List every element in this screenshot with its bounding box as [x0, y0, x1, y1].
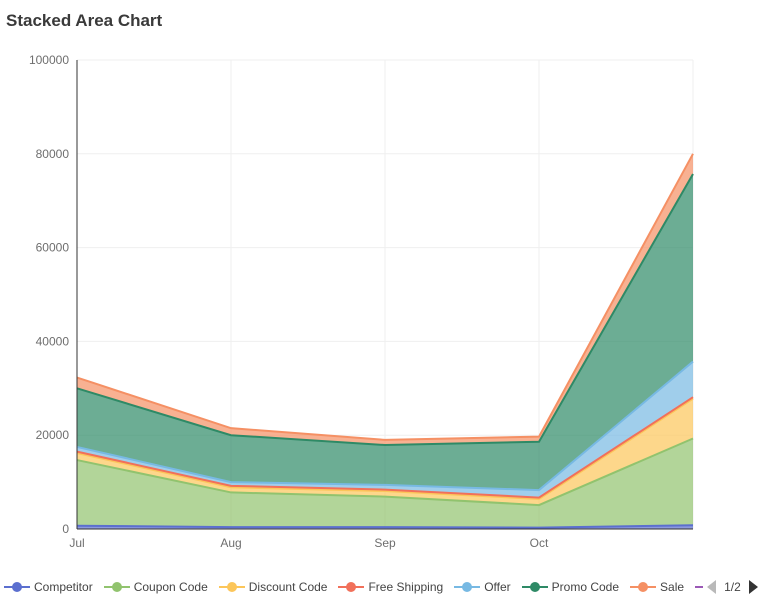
- legend-marker-icon: [521, 582, 548, 592]
- legend-marker-icon: [630, 582, 657, 592]
- legend-label: Discount Code: [248, 580, 328, 594]
- chart-title: Stacked Area Chart: [6, 11, 163, 30]
- legend-hidden-marker-icon: [695, 586, 704, 588]
- legend-label: Free Shipping: [368, 580, 444, 594]
- legend-next-page-icon[interactable]: [748, 580, 758, 594]
- x-tick-label: Jul: [69, 536, 84, 550]
- y-tick-label: 20000: [36, 428, 70, 442]
- y-tick-label: 80000: [36, 147, 70, 161]
- legend-marker-icon: [4, 582, 30, 592]
- legend-page-indicator: 1/2: [724, 580, 741, 594]
- legend-item-discount-code[interactable]: Discount Code: [218, 580, 328, 594]
- area-promo-code: [77, 173, 693, 491]
- x-tick-label: Oct: [530, 536, 549, 550]
- legend-marker-icon: [218, 582, 245, 592]
- legend-item-sale[interactable]: Sale: [630, 580, 684, 594]
- line-discount-code: [76, 397, 694, 500]
- x-tick-label: Sep: [374, 536, 396, 550]
- y-tick-label: 100000: [29, 53, 69, 67]
- chart-legend: Competitor Coupon Code Discount Code Free S…: [4, 577, 758, 597]
- line-offer: [76, 360, 694, 492]
- y-tick-label: 60000: [36, 241, 70, 255]
- legend-prev-page-icon[interactable]: [707, 580, 717, 594]
- legend-label: Competitor: [34, 580, 93, 594]
- legend-item-promo-code[interactable]: Promo Code: [521, 580, 620, 594]
- legend-marker-icon: [454, 582, 481, 592]
- legend-marker-icon: [338, 582, 365, 592]
- axes: 0 20000 40000 60000 80000 100000 Jul Aug Sep Oct: [29, 53, 693, 550]
- series-lines: [76, 153, 694, 529]
- line-sale: [76, 153, 694, 441]
- legend-label: Coupon Code: [133, 580, 208, 594]
- legend-item-coupon-code[interactable]: Coupon Code: [103, 580, 208, 594]
- legend-marker-icon: [103, 582, 130, 592]
- legend-label: Promo Code: [551, 580, 620, 594]
- line-promo-code: [76, 173, 694, 447]
- legend-pager: 1/2: [707, 580, 758, 594]
- line-coupon-code: [76, 437, 694, 507]
- legend-item-offer[interactable]: Offer: [454, 580, 511, 594]
- x-tick-label: Aug: [220, 536, 241, 550]
- line-competitor: [76, 524, 694, 529]
- legend-label: Sale: [660, 580, 685, 594]
- line-free-shipping: [76, 396, 694, 499]
- legend-label: Offer: [484, 580, 511, 594]
- y-tick-label: 0: [62, 522, 69, 536]
- legend-item-free-shipping[interactable]: Free Shipping: [338, 580, 443, 594]
- legend-item-competitor[interactable]: Competitor: [4, 580, 93, 594]
- y-tick-label: 40000: [36, 334, 70, 348]
